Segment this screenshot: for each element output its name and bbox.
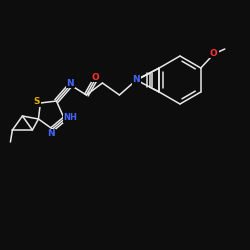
Text: O: O: [210, 48, 218, 58]
Text: O: O: [92, 72, 99, 82]
Text: N: N: [66, 78, 74, 88]
Text: N: N: [132, 76, 140, 84]
Text: NH: NH: [64, 114, 77, 122]
Text: S: S: [33, 98, 40, 106]
Text: N: N: [48, 130, 55, 138]
